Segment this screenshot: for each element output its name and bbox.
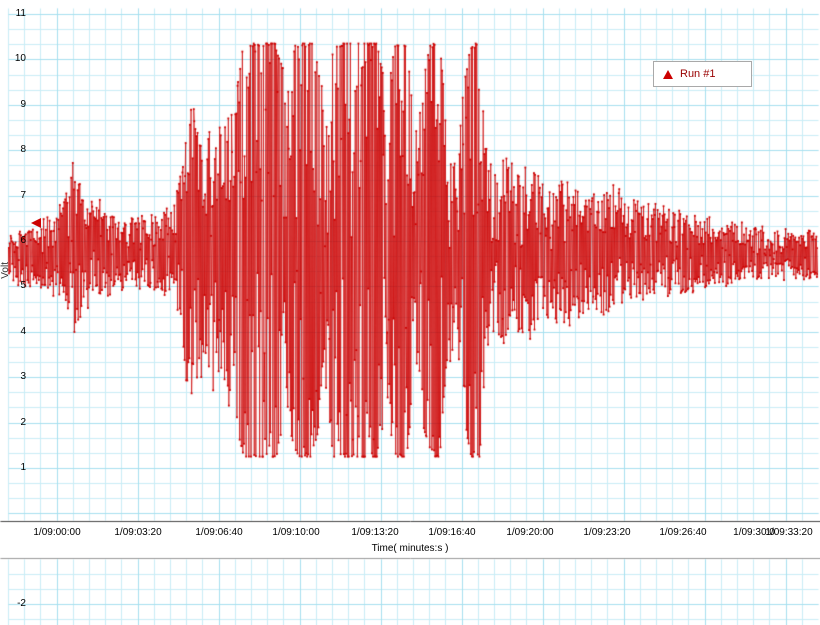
y-axis-tick-label: 6 xyxy=(20,235,26,246)
y-axis-tick-label: 1 xyxy=(20,462,26,473)
y-axis-tick-label: 8 xyxy=(20,144,26,156)
y-axis-tick-label: 4 xyxy=(20,325,26,337)
y-axis-tick-label: 9 xyxy=(20,98,26,110)
y-axis-tick-label: 5 xyxy=(20,280,26,292)
y-axis-tick-label: 10 xyxy=(14,53,26,65)
x-axis-tick-label: 1/09:23:20 xyxy=(583,527,631,538)
legend-label: Run #1 xyxy=(680,68,716,80)
x-axis-tick-label: 1/09:13:20 xyxy=(351,527,399,538)
x-axis-tick-label: 1/09:06:40 xyxy=(195,527,243,538)
x-axis-title: Time( minutes:s ) xyxy=(371,543,449,554)
axis-cursor-marker-icon[interactable] xyxy=(31,217,41,228)
x-axis-tick-label: 1/09:03:20 xyxy=(114,527,162,538)
x-axis-tick-label: 1/09:26:40 xyxy=(659,527,707,538)
y-axis-tick-label: 7 xyxy=(20,189,26,201)
x-axis-tick-label: 1/09:16:40 xyxy=(428,527,476,538)
y-axis-tick-label: 3 xyxy=(20,371,26,383)
y-axis-tick-label: 2 xyxy=(20,416,26,428)
y-axis-title: Volt xyxy=(0,262,11,279)
legend: Run #1 xyxy=(653,61,752,87)
x-axis-tick-label: 1/09:00:00 xyxy=(33,527,81,538)
x-axis-tick-label: 1/09:10:00 xyxy=(272,527,320,538)
y-axis-tick-label: 11 xyxy=(15,8,26,19)
y-axis-tick-label: -2 xyxy=(17,598,26,610)
x-axis-tick-label: 1/09:20:00 xyxy=(506,527,554,538)
x-axis-tick-label: 1/09:33:20 xyxy=(765,527,813,538)
x-axis-tick-label: 1/09:30:0 xyxy=(733,527,775,538)
legend-triangle-marker-icon xyxy=(663,69,673,79)
